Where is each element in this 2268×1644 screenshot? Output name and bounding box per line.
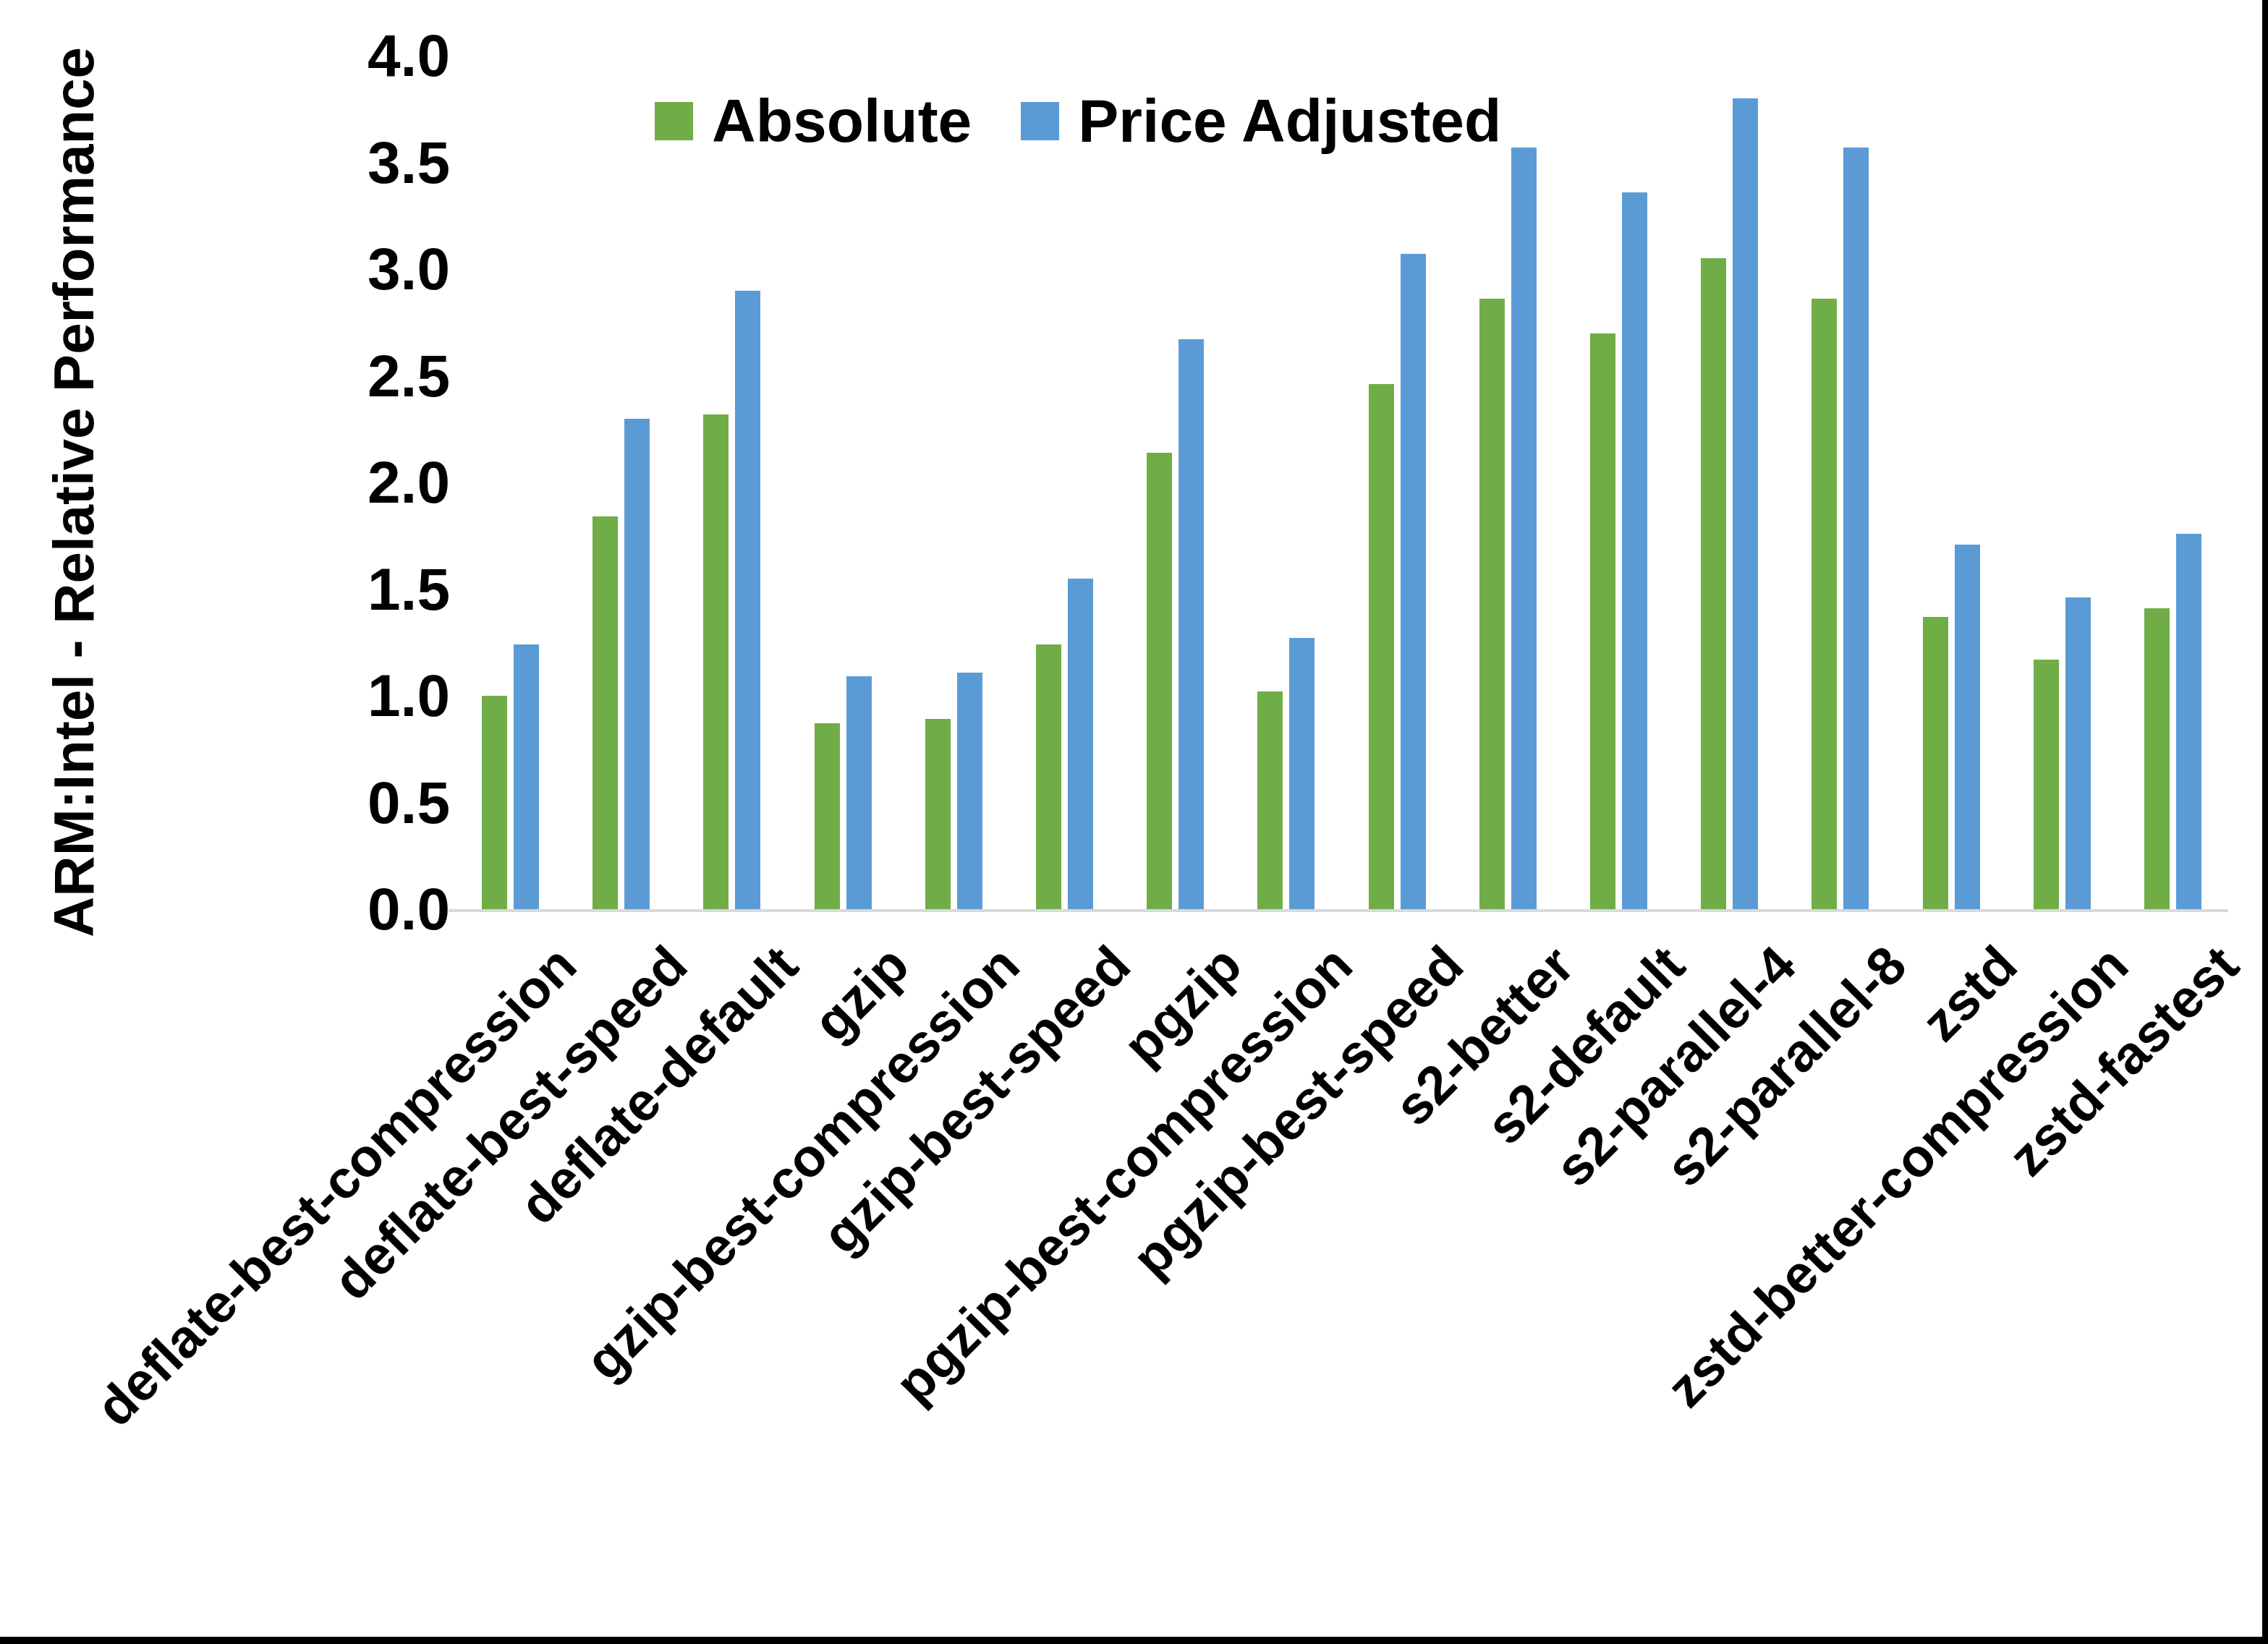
bar-price-adjusted-pgzip bbox=[1178, 339, 1204, 909]
bar-absolute-zstd bbox=[1923, 617, 1948, 909]
bar-price-adjusted-s2-default bbox=[1622, 192, 1647, 909]
legend: Absolute Price Adjusted bbox=[655, 81, 1501, 161]
bar-absolute-s2-better bbox=[1479, 299, 1505, 909]
bar-absolute-s2-parallel-8 bbox=[1812, 299, 1837, 909]
window-border-bottom bbox=[0, 1637, 2268, 1644]
bar-price-adjusted-s2-parallel-8 bbox=[1843, 148, 1869, 909]
bar-absolute-deflate-default bbox=[703, 414, 729, 909]
bar-absolute-gzip-best-speed bbox=[1036, 644, 1061, 909]
bar-absolute-zstd-better-compression bbox=[2034, 660, 2059, 909]
y-tick-label: 2.5 bbox=[368, 344, 450, 409]
bar-price-adjusted-s2-better bbox=[1511, 148, 1537, 909]
legend-item-absolute: Absolute bbox=[655, 85, 972, 157]
bar-price-adjusted-pgzip-best-compression bbox=[1289, 638, 1314, 909]
legend-item-price-adjusted: Price Adjusted bbox=[1021, 85, 1501, 157]
legend-label: Price Adjusted bbox=[1078, 85, 1501, 157]
y-tick-label: 2.0 bbox=[368, 450, 450, 515]
bar-price-adjusted-deflate-best-compression bbox=[514, 644, 539, 909]
bar-price-adjusted-gzip-best-speed bbox=[1068, 579, 1093, 909]
x-tick-label: deflate-best-compression bbox=[85, 934, 588, 1438]
bar-price-adjusted-s2-parallel-4 bbox=[1733, 98, 1758, 909]
bar-absolute-pgzip-best-speed bbox=[1369, 384, 1394, 909]
bar-absolute-s2-parallel-4 bbox=[1701, 258, 1726, 909]
legend-swatch-icon bbox=[1021, 102, 1059, 140]
y-tick-label: 1.0 bbox=[368, 663, 450, 728]
bar-absolute-deflate-best-speed bbox=[593, 516, 618, 909]
window-border-right bbox=[2262, 0, 2268, 1644]
x-axis-line bbox=[449, 909, 2228, 912]
bar-price-adjusted-gzip bbox=[846, 676, 872, 909]
y-tick-label: 1.5 bbox=[368, 557, 450, 622]
legend-label: Absolute bbox=[712, 85, 972, 157]
bar-absolute-s2-default bbox=[1590, 333, 1615, 910]
bar-price-adjusted-pgzip-best-speed bbox=[1401, 254, 1426, 909]
bar-price-adjusted-deflate-default bbox=[735, 291, 760, 910]
bar-price-adjusted-deflate-best-speed bbox=[624, 419, 650, 910]
bar-absolute-gzip bbox=[815, 723, 840, 909]
chart-page: ARM:Intel - Relative Performance Absolut… bbox=[0, 0, 2268, 1644]
bar-absolute-gzip-best-compression bbox=[925, 719, 951, 909]
y-tick-label: 3.0 bbox=[368, 237, 450, 302]
legend-swatch-icon bbox=[655, 102, 693, 140]
bar-absolute-zstd-fastest bbox=[2144, 608, 2170, 909]
bar-absolute-pgzip-best-compression bbox=[1257, 691, 1283, 909]
bar-price-adjusted-zstd bbox=[1955, 545, 1980, 909]
bar-price-adjusted-zstd-fastest bbox=[2176, 534, 2201, 909]
bar-absolute-deflate-best-compression bbox=[482, 696, 507, 909]
y-tick-label: 3.5 bbox=[368, 130, 450, 195]
bar-price-adjusted-gzip-best-compression bbox=[957, 673, 982, 909]
bar-price-adjusted-zstd-better-compression bbox=[2065, 597, 2091, 909]
y-axis-title: ARM:Intel - Relative Performance bbox=[38, 47, 110, 937]
y-tick-label: 0.5 bbox=[368, 770, 450, 835]
y-tick-label: 0.0 bbox=[368, 877, 450, 942]
bar-absolute-pgzip bbox=[1147, 453, 1172, 909]
y-tick-label: 4.0 bbox=[368, 23, 450, 88]
